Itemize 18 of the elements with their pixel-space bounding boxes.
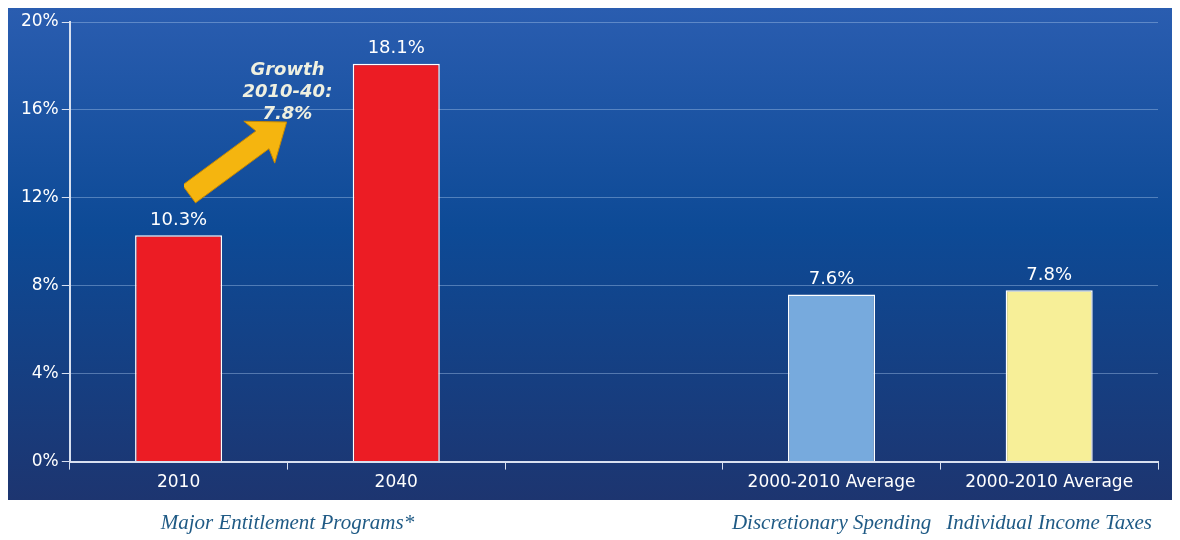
y-tick-label: 12% xyxy=(20,186,59,207)
y-tick-label: 16% xyxy=(20,98,59,119)
x-tick-label: 2040 xyxy=(374,471,418,492)
x-tick-label: 2010 xyxy=(156,471,201,492)
x-tick-label: 2000-2010 Average xyxy=(965,471,1134,492)
text: Individual Income Taxes xyxy=(946,510,1153,534)
y-tick-label: 20% xyxy=(20,10,59,31)
y-tick-label: 0% xyxy=(31,450,59,471)
data-label: 7.6% xyxy=(808,267,855,289)
text: Discretionary Spending xyxy=(731,510,932,534)
data-label: 7.8% xyxy=(1026,262,1073,284)
text: Major Entitlement Programs* xyxy=(159,510,416,535)
data-label: 18.1% xyxy=(367,36,425,58)
annotation: Growth 2010-40: 7.8% xyxy=(242,57,333,123)
data-label: 10.3% xyxy=(150,207,208,229)
x-tick-label: 2000-2010 Average xyxy=(747,471,916,492)
y-tick-label: 8% xyxy=(31,274,59,295)
y-tick-label: 4% xyxy=(31,362,59,383)
